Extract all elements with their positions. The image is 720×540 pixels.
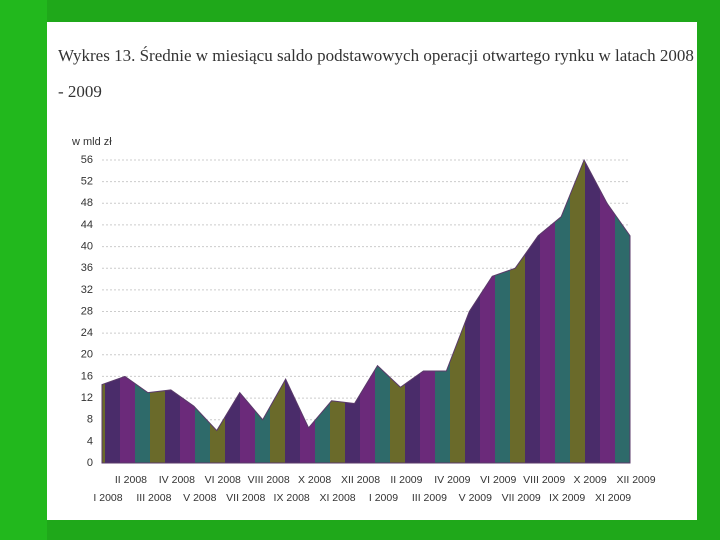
y-tick-label: 24 xyxy=(81,327,93,339)
x-tick-label: X 2008 xyxy=(298,474,331,486)
y-tick-label: 36 xyxy=(81,262,93,274)
x-tick-label: IV 2009 xyxy=(434,474,470,486)
x-tick-label: II 2008 xyxy=(115,474,147,486)
x-tick-label: IX 2009 xyxy=(549,492,585,504)
x-tick-label: VII 2009 xyxy=(502,492,541,504)
x-tick-label: XII 2008 xyxy=(341,474,380,486)
x-tick-label: III 2008 xyxy=(136,492,171,504)
area xyxy=(101,158,631,464)
y-tick-label: 28 xyxy=(81,305,93,317)
y-tick-label: 44 xyxy=(81,219,93,231)
x-tick-label: XI 2008 xyxy=(319,492,355,504)
x-tick-label: V 2009 xyxy=(459,492,492,504)
x-tick-label: IV 2008 xyxy=(159,474,195,486)
x-tick-label: IX 2008 xyxy=(274,492,310,504)
x-tick-label: I 2008 xyxy=(93,492,122,504)
y-tick-label: 52 xyxy=(81,176,93,188)
x-tick-label: I 2009 xyxy=(369,492,398,504)
y-tick-label: 0 xyxy=(87,457,93,469)
y-tick-label: 32 xyxy=(81,284,93,296)
y-tick-label: 40 xyxy=(81,240,93,252)
x-tick-label: VI 2008 xyxy=(205,474,241,486)
y-axis-label: w mld zł xyxy=(71,136,112,148)
x-tick-label: X 2009 xyxy=(573,474,606,486)
x-tick-label: XII 2009 xyxy=(616,474,655,486)
x-tick-label: III 2009 xyxy=(412,492,447,504)
y-tick-label: 8 xyxy=(87,414,93,426)
x-tick-label: V 2008 xyxy=(183,492,216,504)
x-tick-label: VII 2008 xyxy=(226,492,265,504)
y-tick-label: 4 xyxy=(87,435,93,447)
x-tick-label: XI 2009 xyxy=(595,492,631,504)
y-tick-label: 20 xyxy=(81,349,93,361)
chart-title: Wykres 13. Średnie w miesiącu saldo pods… xyxy=(58,46,694,101)
x-tick-label: VIII 2008 xyxy=(248,474,290,486)
y-tick-label: 16 xyxy=(81,370,93,382)
side-band xyxy=(0,0,47,540)
x-tick-label: II 2009 xyxy=(390,474,422,486)
y-tick-label: 48 xyxy=(81,197,93,209)
x-tick-label: VI 2009 xyxy=(480,474,516,486)
y-tick-label: 56 xyxy=(81,154,93,166)
y-tick-label: 12 xyxy=(81,392,93,404)
x-tick-label: VIII 2009 xyxy=(523,474,565,486)
